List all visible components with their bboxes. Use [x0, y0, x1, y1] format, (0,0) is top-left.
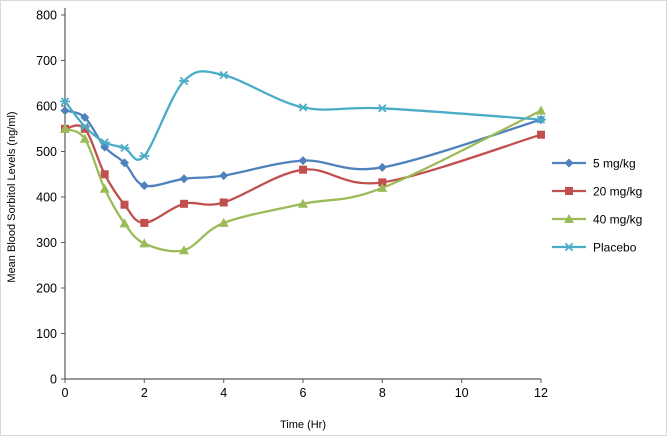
legend: 5 mg/kg 20 mg/kg 40 mg/kg Placebo: [552, 157, 642, 255]
series-line: [63, 124, 543, 225]
x-tick-label: 6: [300, 386, 307, 400]
y-tick-label: 300: [36, 236, 57, 250]
marker-square: [299, 165, 307, 174]
marker-star: [60, 97, 70, 106]
marker-square: [100, 170, 109, 179]
y-tick-label: 200: [36, 282, 57, 296]
marker-star: [119, 143, 130, 153]
marker-diamond: [60, 106, 70, 116]
marker-square: [537, 130, 545, 139]
x-tick-label: 12: [534, 386, 548, 400]
marker-square: [378, 178, 387, 187]
marker-triangle: [536, 105, 546, 115]
marker-triangle: [564, 214, 574, 223]
marker-triangle: [298, 198, 308, 208]
y-tick-label: 100: [36, 327, 57, 341]
marker-triangle: [99, 183, 110, 193]
legend-label: Placebo: [593, 241, 637, 255]
x-tick-label: 10: [455, 386, 469, 400]
y-tick-label: 800: [36, 9, 57, 23]
marker-diamond: [80, 112, 90, 122]
y-tick-label: 700: [36, 54, 57, 68]
marker-star: [99, 138, 110, 147]
marker-star: [564, 242, 574, 252]
legend-label: 40 mg/kg: [593, 213, 642, 227]
y-tick-label: 500: [36, 145, 57, 159]
x-tick-label: 8: [379, 386, 386, 400]
marker-diamond: [298, 156, 308, 166]
x-tick-label: 0: [62, 386, 69, 400]
marker-star: [179, 76, 189, 86]
marker-star: [79, 122, 90, 131]
legend-item: Placebo: [552, 241, 637, 255]
marker-star: [218, 70, 229, 80]
plot-area: 0 100 200 300 400 500 600 700 800 0 2 4 6 8 10 12: [36, 8, 548, 400]
y-tick-label: 0: [50, 373, 57, 387]
marker-diamond: [377, 162, 387, 172]
y-tick-label: 400: [36, 191, 57, 205]
marker-triangle: [119, 218, 130, 228]
legend-label: 20 mg/kg: [593, 185, 642, 199]
marker-triangle: [179, 245, 189, 255]
marker-star: [298, 103, 308, 112]
marker-triangle: [139, 238, 150, 248]
marker-star: [377, 104, 388, 113]
marker-star: [536, 115, 546, 124]
marker-diamond: [179, 174, 189, 184]
legend-item: 40 mg/kg: [552, 213, 642, 227]
marker-square: [80, 124, 89, 133]
legend-item: 20 mg/kg: [552, 185, 642, 199]
y-tick-label: 600: [36, 100, 57, 114]
marker-diamond: [139, 181, 149, 191]
x-axis-title: Time (Hr): [280, 419, 326, 431]
legend-item: 5 mg/kg: [552, 157, 636, 171]
marker-square: [219, 198, 228, 207]
marker-square: [120, 200, 129, 209]
marker-triangle: [60, 123, 70, 133]
marker-triangle: [218, 217, 229, 227]
x-tick-label: 4: [220, 386, 227, 400]
marker-diamond: [564, 158, 574, 168]
series-line: [63, 109, 543, 188]
marker-triangle: [79, 133, 90, 143]
marker-square: [565, 187, 573, 195]
y-axis-title: Mean Blood Sorbitol Levels (ng/ml): [6, 111, 18, 282]
marker-triangle: [377, 182, 388, 192]
x-tick-label: 2: [141, 386, 148, 400]
marker-square: [140, 218, 149, 227]
marker-star: [139, 151, 150, 161]
marker-diamond: [219, 171, 229, 181]
marker-diamond: [120, 158, 129, 168]
marker-square: [180, 199, 188, 208]
legend-label: 5 mg/kg: [593, 157, 636, 171]
